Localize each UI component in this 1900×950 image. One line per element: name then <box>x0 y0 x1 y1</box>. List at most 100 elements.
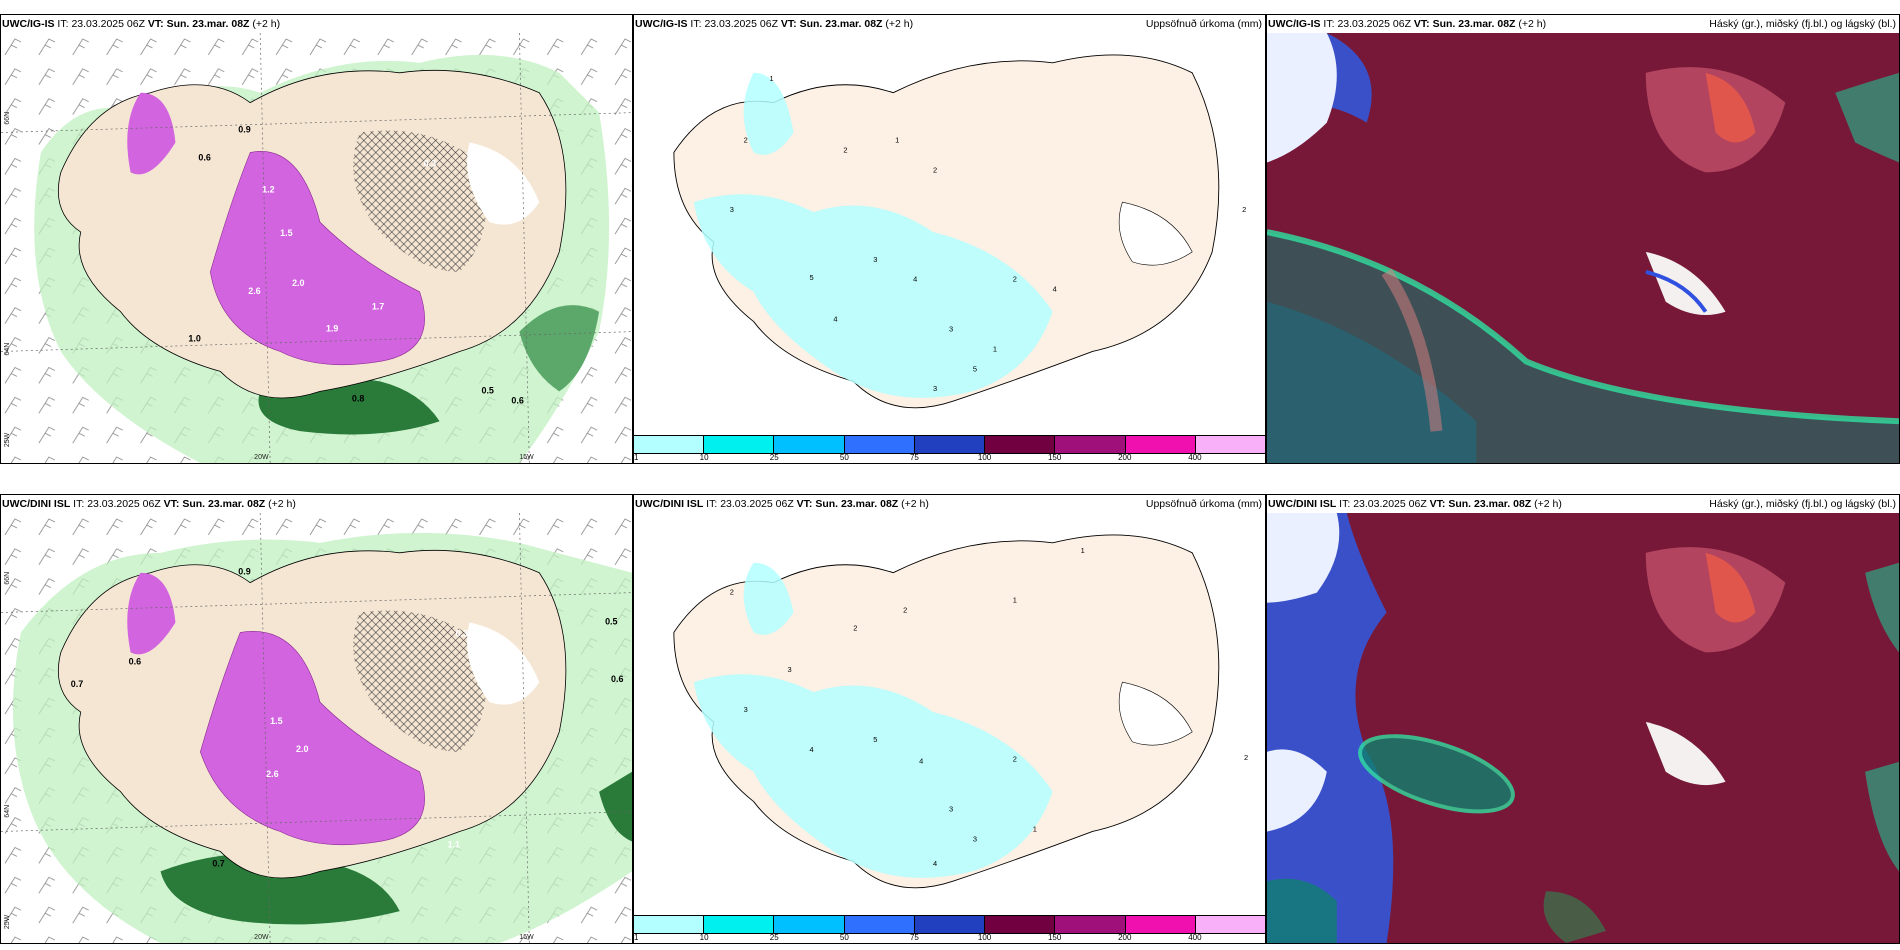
accum-label: 1 <box>1033 824 1037 833</box>
clouds-map <box>1267 33 1899 463</box>
precip-label: 1.9 <box>326 324 338 334</box>
panel-title: UWC/DINI ISL IT: 23.03.2025 06Z VT: Sun.… <box>635 498 1262 510</box>
accum-label: 2 <box>1242 205 1246 214</box>
accum-label: 3 <box>873 255 877 264</box>
precip-label: 0.8 <box>352 393 364 403</box>
precip-label: 0.7 <box>212 858 224 868</box>
map-area: 1 2 3 4 5 2 3 1 2 4 3 1 2 5 3 4 2 <box>634 33 1265 433</box>
colorbar-swatch <box>914 916 986 933</box>
colorbar-swatch <box>914 436 986 453</box>
colorbar-swatch <box>704 436 775 453</box>
colorbar-tick-label: 25 <box>769 933 779 942</box>
colorbar-swatch <box>844 436 915 453</box>
precip-label: 0.6 <box>198 152 210 162</box>
lat-label-64: 64N <box>4 343 11 356</box>
colorbar-tick-label: 1 <box>634 933 639 942</box>
colorbar-tick-label: 150 <box>1047 933 1062 942</box>
colorbar-swatch <box>1195 916 1265 933</box>
panel-precip-wind-dini: UWC/DINI ISL IT: 23.03.2025 06Z VT: Sun.… <box>0 494 633 944</box>
panel-accum-precip-igis: UWC/IG-IS IT: 23.03.2025 06Z VT: Sun. 23… <box>633 14 1266 464</box>
accum-label: 4 <box>913 275 917 284</box>
precip-label: 0.5 <box>481 385 493 395</box>
colorbar-swatch <box>1125 916 1196 933</box>
precip-label: 1.5 <box>280 228 292 238</box>
accum-label: 2 <box>933 165 937 174</box>
accum-label: 2 <box>1013 275 1017 284</box>
accum-label: 3 <box>949 805 953 814</box>
precip-label: 0.6 <box>511 395 523 405</box>
map-area: 66N 64N 25W 20W 15W 0.9 0.6 1.2 2.0 1.5 … <box>1 33 632 463</box>
colorbar-swatch <box>704 916 775 933</box>
colorbar-tick-label: 100 <box>977 933 992 942</box>
colorbar-tick-label: 50 <box>839 453 849 462</box>
accum-label: 2 <box>903 606 907 615</box>
precip-label: 0.6 <box>611 674 623 684</box>
precip-label: 1.7 <box>372 302 384 312</box>
colorbar-swatch <box>1055 916 1126 933</box>
colorbar-tick-label: 150 <box>1047 453 1062 462</box>
panel-title: UWC/IG-IS IT: 23.03.2025 06Z VT: Sun. 23… <box>2 18 281 30</box>
panel-clouds-igis: UWC/IG-IS IT: 23.03.2025 06Z VT: Sun. 23… <box>1266 14 1900 464</box>
accum-label: 1 <box>993 344 997 353</box>
colorbar-swatch <box>1125 436 1196 453</box>
colorbar-swatch <box>634 436 705 453</box>
precip-wind-map: 66N 64N 25W 20W 15W 0.9 0.6 1.2 2.0 1.5 … <box>1 33 632 463</box>
colorbar-tick-label: 1 <box>634 453 639 462</box>
accum-label: 3 <box>744 705 748 714</box>
precip-label: 1.5 <box>270 716 282 726</box>
accum-label: 2 <box>730 588 734 597</box>
accum-label: 3 <box>788 665 792 674</box>
colorbar: 1 10 25 50 75 100 150 200 400 <box>634 435 1265 463</box>
accum-label: 3 <box>973 834 977 843</box>
colorbar-swatch <box>985 436 1056 453</box>
panel-title: UWC/IG-IS IT: 23.03.2025 06Z VT: Sun. 23… <box>635 18 1262 30</box>
precip-label: 0.3 <box>456 628 468 638</box>
accum-label: 4 <box>919 757 923 766</box>
colorbar-labels: 1 10 25 50 75 100 150 200 400 <box>634 453 1265 463</box>
accum-label: 2 <box>843 145 847 154</box>
precip-wind-map: 66N 64N 25W 20W 15W 0.9 0.6 0.7 1.5 2.0 … <box>1 513 632 943</box>
colorbar-tick-label: 400 <box>1188 933 1202 942</box>
lon-label-15: 15W <box>519 934 534 941</box>
colorbar-tick-label: 200 <box>1118 933 1132 942</box>
lon-label-20: 20W <box>254 454 269 461</box>
accum-label: 2 <box>1013 755 1017 764</box>
accum-precip-map: 1 2 3 4 5 2 3 1 2 4 3 1 2 5 3 4 2 <box>673 54 1246 409</box>
precip-label: 1.0 <box>188 334 200 344</box>
colorbar-swatch <box>985 916 1056 933</box>
accum-label: 4 <box>933 859 937 868</box>
panel-title: UWC/DINI ISL IT: 23.03.2025 06Z VT: Sun.… <box>1268 498 1896 510</box>
colorbar-tick-label: 75 <box>909 933 919 942</box>
colorbar-tick-label: 200 <box>1118 453 1132 462</box>
lat-label-64: 64N <box>4 805 11 818</box>
colorbar-cells <box>634 435 1265 454</box>
accum-label: 2 <box>853 623 857 632</box>
panel-clouds-dini: UWC/DINI ISL IT: 23.03.2025 06Z VT: Sun.… <box>1266 494 1900 944</box>
colorbar-tick-label: 50 <box>839 933 849 942</box>
accum-label: 1 <box>1013 596 1017 605</box>
accum-label: 2 <box>744 135 748 144</box>
accum-label: 2 <box>1244 753 1248 762</box>
colorbar-tick-label: 10 <box>699 453 709 462</box>
lon-label-20: 20W <box>254 934 269 941</box>
lat-label-66: 66N <box>4 112 11 125</box>
colorbar-tick-label: 25 <box>769 453 779 462</box>
precip-label: 0.9 <box>238 567 250 577</box>
panel-title: UWC/IG-IS IT: 23.03.2025 06Z VT: Sun. 23… <box>1268 18 1896 30</box>
accum-label: 4 <box>1053 285 1057 294</box>
precip-label: 0.5 <box>605 616 617 626</box>
lat-label-66: 66N <box>4 572 11 585</box>
map-area <box>1267 513 1899 943</box>
accum-precip-map: 1 2 3 4 5 2 3 1 2 4 3 1 2 3 4 2 <box>673 534 1248 889</box>
panel-title: UWC/DINI ISL IT: 23.03.2025 06Z VT: Sun.… <box>2 498 296 510</box>
precip-label: 2.0 <box>292 278 304 288</box>
accum-label: 4 <box>833 315 837 324</box>
lon-label-25: 25W <box>4 432 11 447</box>
map-area: 66N 64N 25W 20W 15W 0.9 0.6 0.7 1.5 2.0 … <box>1 513 632 943</box>
clouds-map <box>1267 513 1899 943</box>
precip-label: 0.7 <box>71 679 83 689</box>
colorbar-tick-label: 400 <box>1188 453 1202 462</box>
accum-label: 3 <box>949 325 953 334</box>
accum-label: 5 <box>973 364 977 373</box>
accum-label: 1 <box>770 74 774 83</box>
